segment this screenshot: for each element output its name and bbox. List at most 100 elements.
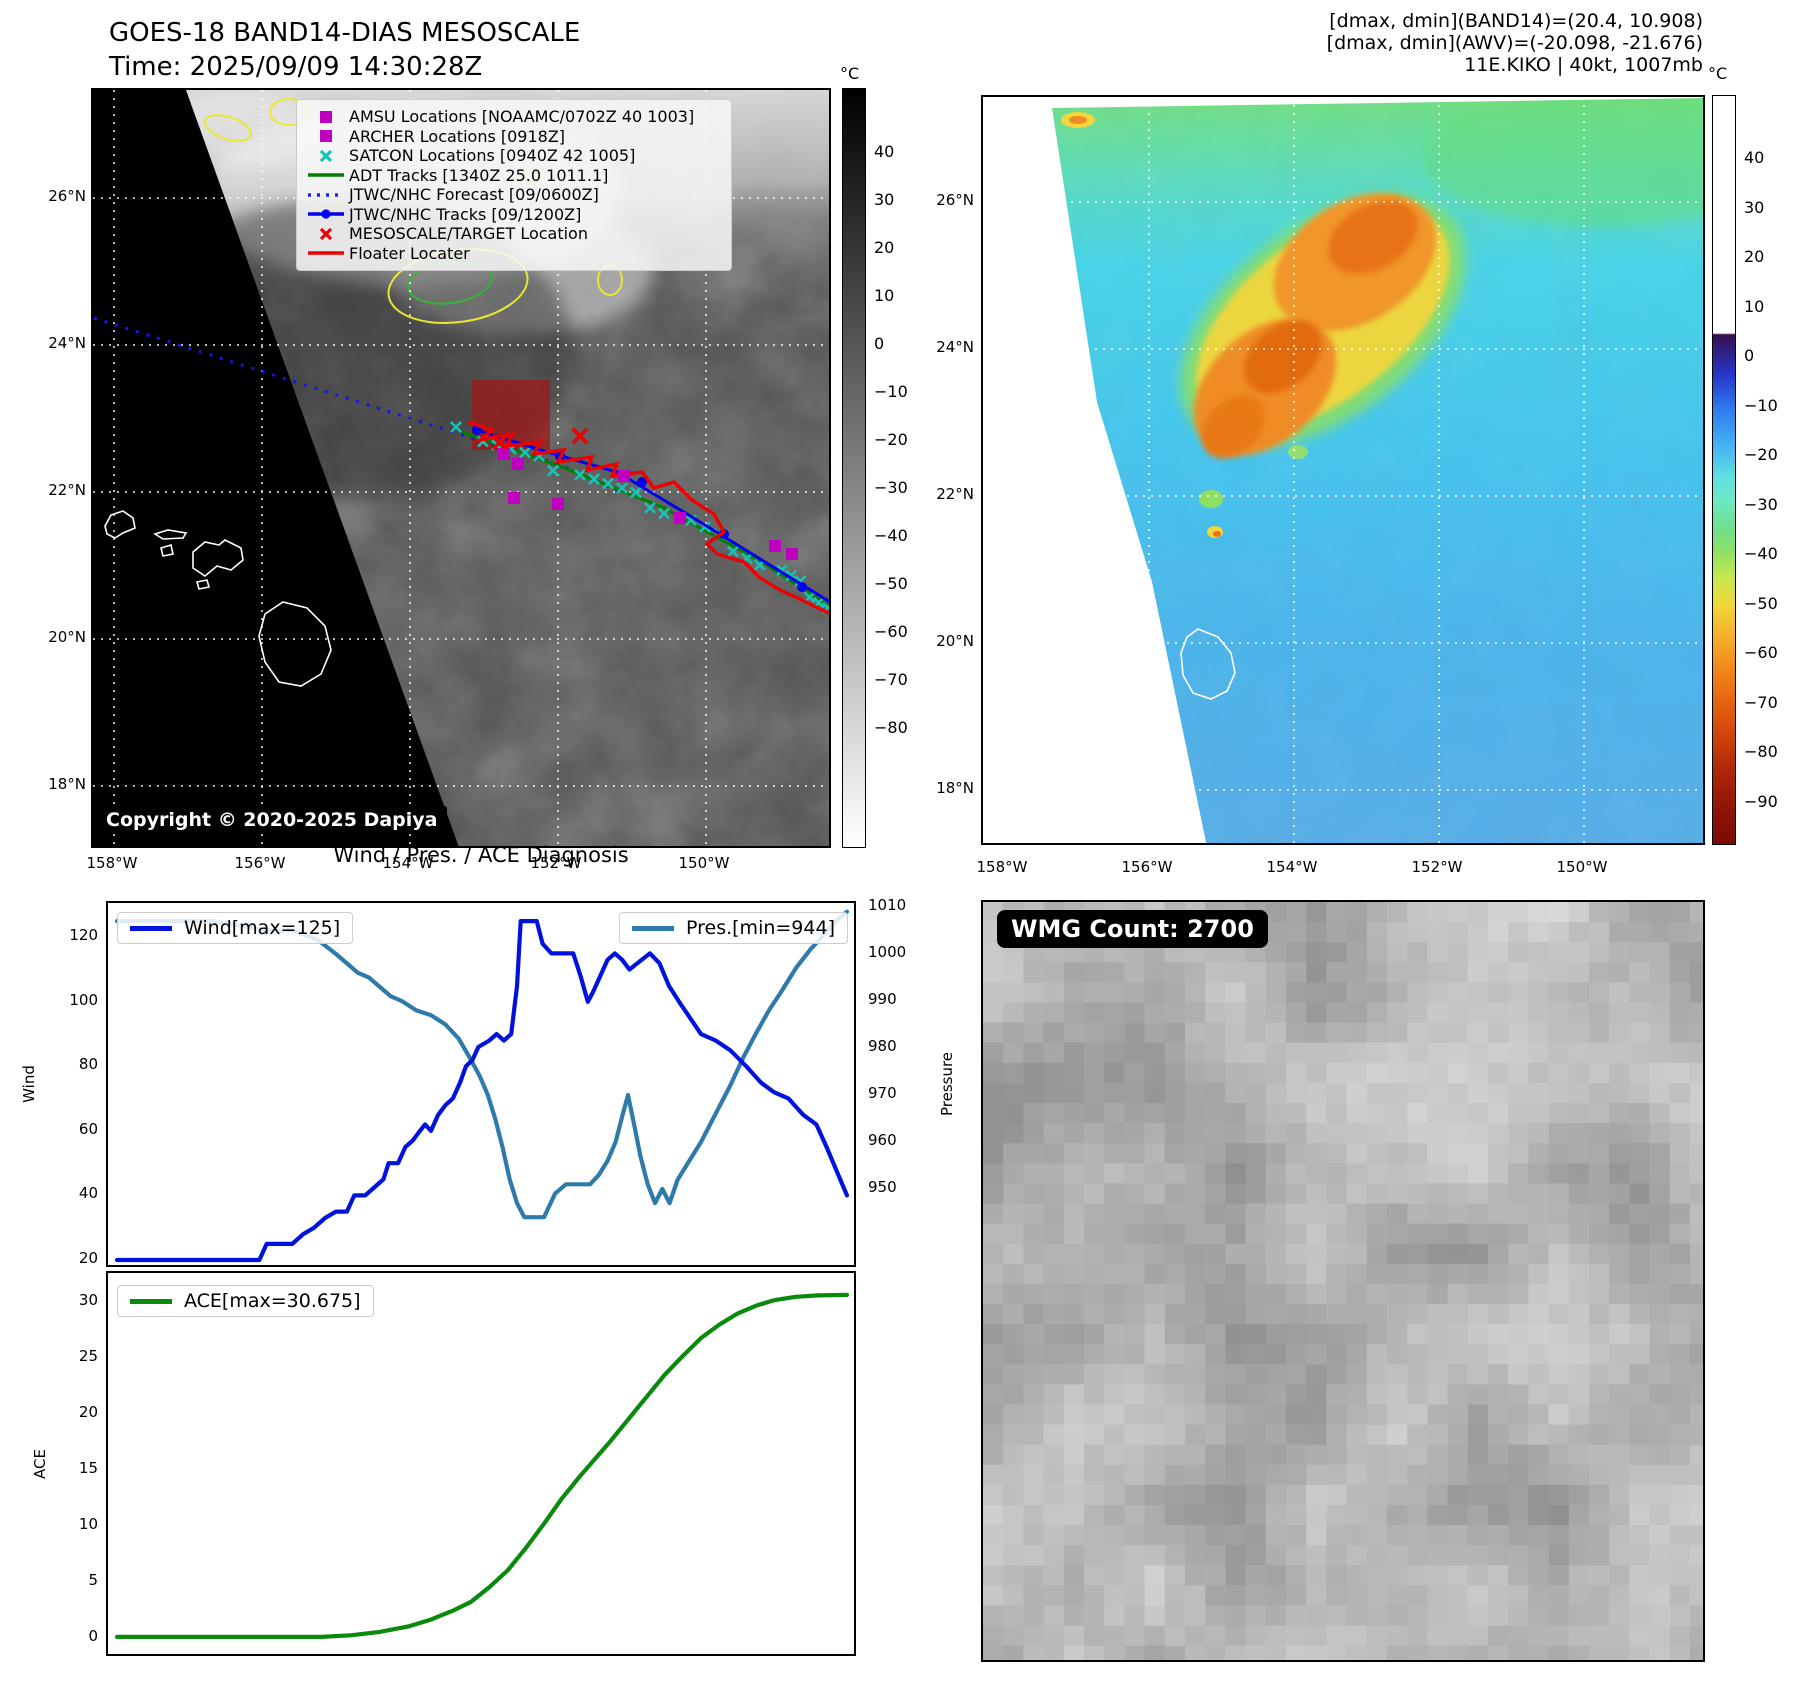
colorbar-tick-label: −50 xyxy=(1744,593,1778,613)
ace-legend-label: ACE[max=30.675] xyxy=(184,1290,361,1312)
map-legend-item: SATCON Locations [0940Z 42 1005] xyxy=(303,146,721,166)
wind-tick-label: 60 xyxy=(78,1119,98,1138)
map-legend-item: ARCHER Locations [0918Z] xyxy=(303,127,721,147)
map-legend-label: SATCON Locations [0940Z 42 1005] xyxy=(349,146,636,166)
ace-tick-label: 25 xyxy=(78,1347,98,1366)
colorbar-tick-label: −10 xyxy=(1744,395,1778,415)
pressure-legend-swatch xyxy=(632,925,674,931)
wind-tick-label: 20 xyxy=(78,1249,98,1267)
awv-warm-anomaly-blob xyxy=(1180,192,1466,459)
pressure-tick-label: 1000 xyxy=(868,943,907,961)
ir-satellite-map[interactable]: -31 AMSU Locations [NOAAMC/0702Z 40 1003… xyxy=(91,88,831,848)
wind-tick-label: 80 xyxy=(78,1055,98,1074)
map-legend-item: ADT Tracks [1340Z 25.0 1011.1] xyxy=(303,166,721,186)
wind-pressure-chart[interactable]: Wind[max=125] Pres.[min=944] xyxy=(106,901,856,1267)
pressure-legend: Pres.[min=944] xyxy=(619,912,848,944)
map-legend-item: Floater Locater xyxy=(303,244,721,264)
ace-tick-label: 10 xyxy=(78,1514,98,1533)
colorbar-tick-label: 0 xyxy=(874,334,885,353)
left-colorbar xyxy=(842,88,866,848)
colorbar-tick-label: −90 xyxy=(1744,791,1778,811)
figure-title: GOES-18 BAND14-DIAS MESOSCALE xyxy=(109,18,581,48)
colorbar-tick-label: −20 xyxy=(1744,445,1778,464)
wmg-count-label: WMG Count: 2700 xyxy=(997,910,1268,948)
lat-tick-label: 26°N xyxy=(936,191,974,209)
lat-tick-label: 22°N xyxy=(936,485,974,503)
ace-tick-label: 5 xyxy=(88,1570,98,1589)
map-legend-label: AMSU Locations [NOAAMC/0702Z 40 1003] xyxy=(349,107,695,127)
wind-legend-swatch xyxy=(130,925,172,931)
colorbar-tick-label: −10 xyxy=(874,382,908,401)
ace-tick-label: 30 xyxy=(78,1291,98,1310)
lon-tick-label: 150°W xyxy=(678,854,730,872)
chart-title: Wind / Pres. / ACE Diagnosis xyxy=(333,843,629,867)
colorbar-tick-label: −40 xyxy=(874,526,908,545)
wind-legend-label: Wind[max=125] xyxy=(184,917,341,939)
ace-legend: ACE[max=30.675] xyxy=(117,1285,374,1317)
lon-tick-label: 156°W xyxy=(234,854,286,872)
x-legend-icon xyxy=(303,148,349,164)
lat-tick-label: 26°N xyxy=(48,187,86,205)
colorbar-tick-label: 10 xyxy=(1744,296,1765,316)
lon-tick-label: 154°W xyxy=(382,854,434,872)
map-legend: AMSU Locations [NOAAMC/0702Z 40 1003] ARC… xyxy=(296,99,732,271)
ace-tick-label: 20 xyxy=(78,1403,98,1422)
left-colorbar-unit: °C xyxy=(840,64,860,83)
lon-tick-label: 152°W xyxy=(530,854,582,872)
dmax-dmin-band14: [dmax, dmin](BAND14)=(20.4, 10.908) xyxy=(1329,10,1703,32)
ace-axis-label: ACE xyxy=(30,1449,49,1479)
hawaii-coastline xyxy=(1180,628,1236,700)
square-legend-icon xyxy=(303,109,349,125)
ace-chart[interactable]: ACE[max=30.675] xyxy=(106,1271,856,1656)
line-dot-legend-icon xyxy=(303,206,349,222)
map-legend-label: MESOSCALE/TARGET Location xyxy=(349,224,588,244)
right-header: [dmax, dmin](BAND14)=(20.4, 10.908) [dma… xyxy=(1063,10,1703,76)
pressure-tick-label: 950 xyxy=(868,1178,897,1196)
map-legend-item: JTWC/NHC Forecast [09/0600Z] xyxy=(303,185,721,205)
map-legend-label: JTWC/NHC Tracks [09/1200Z] xyxy=(349,204,582,224)
colorbar-tick-label: −20 xyxy=(874,430,908,449)
lon-tick-label: 156°W xyxy=(1121,858,1173,876)
wind-axis-label: Wind xyxy=(19,1065,38,1103)
lat-tick-label: 22°N xyxy=(48,481,86,499)
wind-tick-label: 120 xyxy=(69,926,98,945)
pressure-tick-label: 960 xyxy=(868,1131,897,1149)
wmg-count-image[interactable]: WMG Count: 2700 xyxy=(981,900,1705,1662)
wind-tick-label: 100 xyxy=(69,990,98,1009)
lon-tick-label: 150°W xyxy=(1556,858,1608,876)
square-legend-icon xyxy=(303,128,349,144)
map-legend-label: Floater Locater xyxy=(349,243,470,263)
colorbar-tick-label: 30 xyxy=(874,190,895,209)
colorbar-tick-label: −80 xyxy=(1744,742,1778,761)
lat-tick-label: 24°N xyxy=(936,338,974,356)
lon-tick-label: 158°W xyxy=(976,858,1028,876)
colorbar-tick-label: −70 xyxy=(1744,692,1778,712)
dmax-dmin-awv: [dmax, dmin](AWV)=(-20.098, -21.676) xyxy=(1326,32,1703,54)
colorbar-tick-label: 10 xyxy=(874,286,895,305)
wind-tick-label: 40 xyxy=(78,1184,98,1203)
awv-small-spots xyxy=(1061,112,1308,538)
line-legend-icon xyxy=(303,167,349,183)
colorbar-tick-label: −80 xyxy=(874,718,908,737)
colorbar-tick-label: −30 xyxy=(874,478,908,497)
ace-tick-label: 0 xyxy=(88,1626,98,1645)
copyright-label: Copyright © 2020-2025 Dapiya xyxy=(96,806,448,834)
colorbar-tick-label: −60 xyxy=(874,622,908,641)
ace-tick-label: 15 xyxy=(78,1458,98,1477)
right-colorbar-unit: °C xyxy=(1708,64,1728,83)
colorbar-tick-label: 20 xyxy=(874,238,895,257)
map-legend-item: MESOSCALE/TARGET Location xyxy=(303,224,721,244)
figure-timestamp: Time: 2025/09/09 14:30:28Z xyxy=(109,52,483,82)
awv-satellite-map[interactable] xyxy=(981,95,1705,845)
ace-legend-swatch xyxy=(130,1298,172,1304)
lon-tick-label: 152°W xyxy=(1411,858,1463,876)
pressure-tick-label: 990 xyxy=(868,990,897,1008)
colorbar-tick-label: −30 xyxy=(1744,494,1778,514)
pressure-axis-label: Pressure xyxy=(938,1051,957,1117)
lon-tick-label: 158°W xyxy=(86,854,138,872)
colorbar-tick-label: −60 xyxy=(1744,643,1778,662)
lat-tick-label: 20°N xyxy=(48,628,86,646)
colorbar-tick-label: 20 xyxy=(1744,247,1765,266)
colorbar-tick-label: −50 xyxy=(874,574,908,593)
